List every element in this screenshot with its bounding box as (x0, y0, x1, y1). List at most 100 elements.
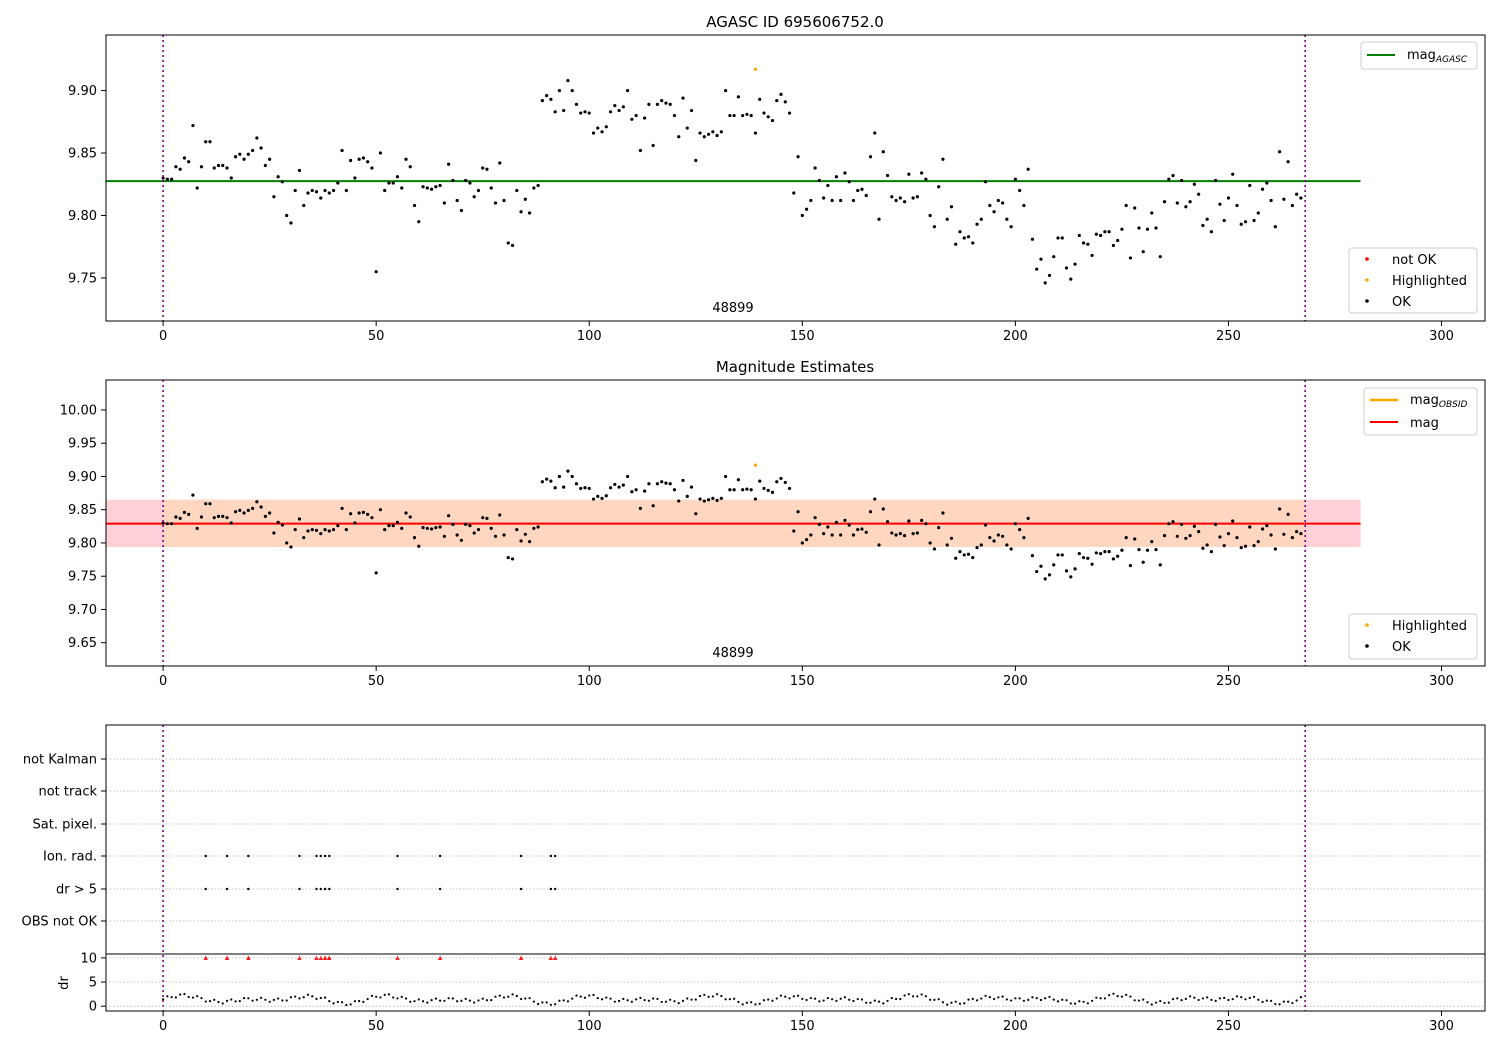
ok-point (783, 480, 787, 485)
dr-point (617, 999, 621, 1003)
ok-point (792, 191, 796, 195)
ok-point (238, 152, 242, 156)
ok-point (915, 531, 919, 535)
dr-point (1116, 995, 1119, 998)
ok-point (1060, 236, 1064, 240)
ok-point (1231, 519, 1235, 523)
ok-point (638, 148, 642, 153)
dr-point (1252, 995, 1256, 998)
ok-point (1141, 250, 1145, 254)
ok-point (898, 532, 902, 536)
ok-point (204, 502, 208, 506)
dr-point (1171, 998, 1175, 1001)
ok-point (259, 505, 263, 509)
dr-point (507, 995, 510, 998)
dr-point (1227, 998, 1230, 1002)
ok-point (689, 485, 694, 489)
ok-point (1090, 253, 1094, 258)
dr-point (843, 996, 847, 999)
ok-point (562, 108, 566, 113)
ok-point (600, 130, 604, 134)
ok-point (1013, 177, 1017, 181)
ok-point (660, 480, 664, 484)
ok-point (366, 512, 370, 516)
dr-point (912, 995, 915, 998)
dr-point (1112, 992, 1115, 995)
dr-point (1133, 999, 1136, 1002)
ok-point (178, 516, 182, 520)
ok-point (1192, 182, 1196, 186)
dr-point (1061, 998, 1064, 1001)
dr-point (677, 1001, 680, 1005)
ok-point (877, 217, 881, 221)
ok-point (698, 131, 702, 135)
dr-point (1052, 998, 1055, 1001)
ok-point (753, 497, 758, 501)
ok-point (634, 488, 638, 492)
ok-point (890, 195, 894, 199)
dr-point (1244, 998, 1247, 1001)
ok-point (510, 243, 515, 248)
ok-point (268, 157, 272, 161)
y-tick-label: 9.80 (68, 536, 97, 551)
ok-point (792, 529, 796, 533)
dr-point (818, 1000, 821, 1003)
ok-point (1077, 551, 1081, 556)
ok-point (204, 140, 208, 144)
flag-point (549, 887, 553, 891)
dr-point (733, 997, 736, 1000)
flag-row-label: Ion. rad. (43, 850, 97, 865)
dr-point (1257, 998, 1260, 1001)
flag-point (396, 854, 399, 858)
dr-point (498, 994, 501, 997)
dr-point (779, 994, 783, 997)
ok-point (822, 196, 826, 200)
ok-point (932, 225, 937, 229)
dr-point (1282, 1000, 1285, 1003)
dr-point (358, 999, 361, 1003)
dr-point (639, 996, 642, 999)
ok-point (971, 555, 975, 560)
ok-point (715, 498, 719, 502)
ok-point (1277, 150, 1282, 154)
dr-point (698, 994, 702, 998)
ok-point (745, 487, 749, 491)
dr-point (596, 997, 599, 1000)
ok-point (545, 477, 549, 481)
ok-point (1069, 575, 1073, 579)
ok-point (557, 474, 562, 479)
x-tick-label: 150 (790, 329, 815, 344)
ok-point (1201, 223, 1205, 228)
y-tick-label: 9.75 (68, 271, 97, 286)
dr-point (822, 999, 825, 1002)
dr-point (643, 998, 646, 1002)
ok-point (630, 490, 634, 494)
dr-clipped-marker (327, 955, 332, 960)
ok-point (289, 545, 293, 549)
ok-point (383, 528, 387, 532)
ok-point (459, 538, 464, 542)
ok-point (1133, 537, 1137, 541)
ok-point (400, 526, 404, 530)
ok-point (591, 131, 596, 135)
dr-point (234, 1000, 237, 1003)
ok-point (574, 102, 579, 106)
ok-point (429, 527, 434, 531)
dr-point (1218, 997, 1222, 1000)
dr-point (958, 1002, 962, 1005)
dr-point (903, 994, 906, 997)
ok-point (979, 217, 983, 221)
dr-point (997, 996, 1000, 999)
ok-point (187, 160, 191, 164)
ok-point (1081, 555, 1086, 560)
ok-point (1205, 217, 1209, 221)
ok-point (327, 191, 331, 195)
dr-point (1184, 997, 1187, 1000)
ok-point (1030, 553, 1035, 558)
ok-point (787, 486, 792, 491)
ok-point (165, 522, 169, 526)
ok-point (608, 486, 613, 490)
ok-point (272, 195, 276, 199)
ok-point (1290, 203, 1294, 208)
ok-point (1060, 553, 1064, 557)
